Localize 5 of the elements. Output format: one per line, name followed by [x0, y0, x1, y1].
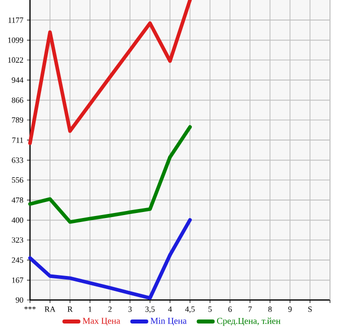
- legend-label: Min Цена: [150, 318, 187, 326]
- legend-label: Max Цена: [82, 318, 120, 326]
- line-series: [28, 218, 192, 300]
- legend-label: Сред.Цена, т.йен: [217, 318, 280, 326]
- line-series: [28, 125, 192, 224]
